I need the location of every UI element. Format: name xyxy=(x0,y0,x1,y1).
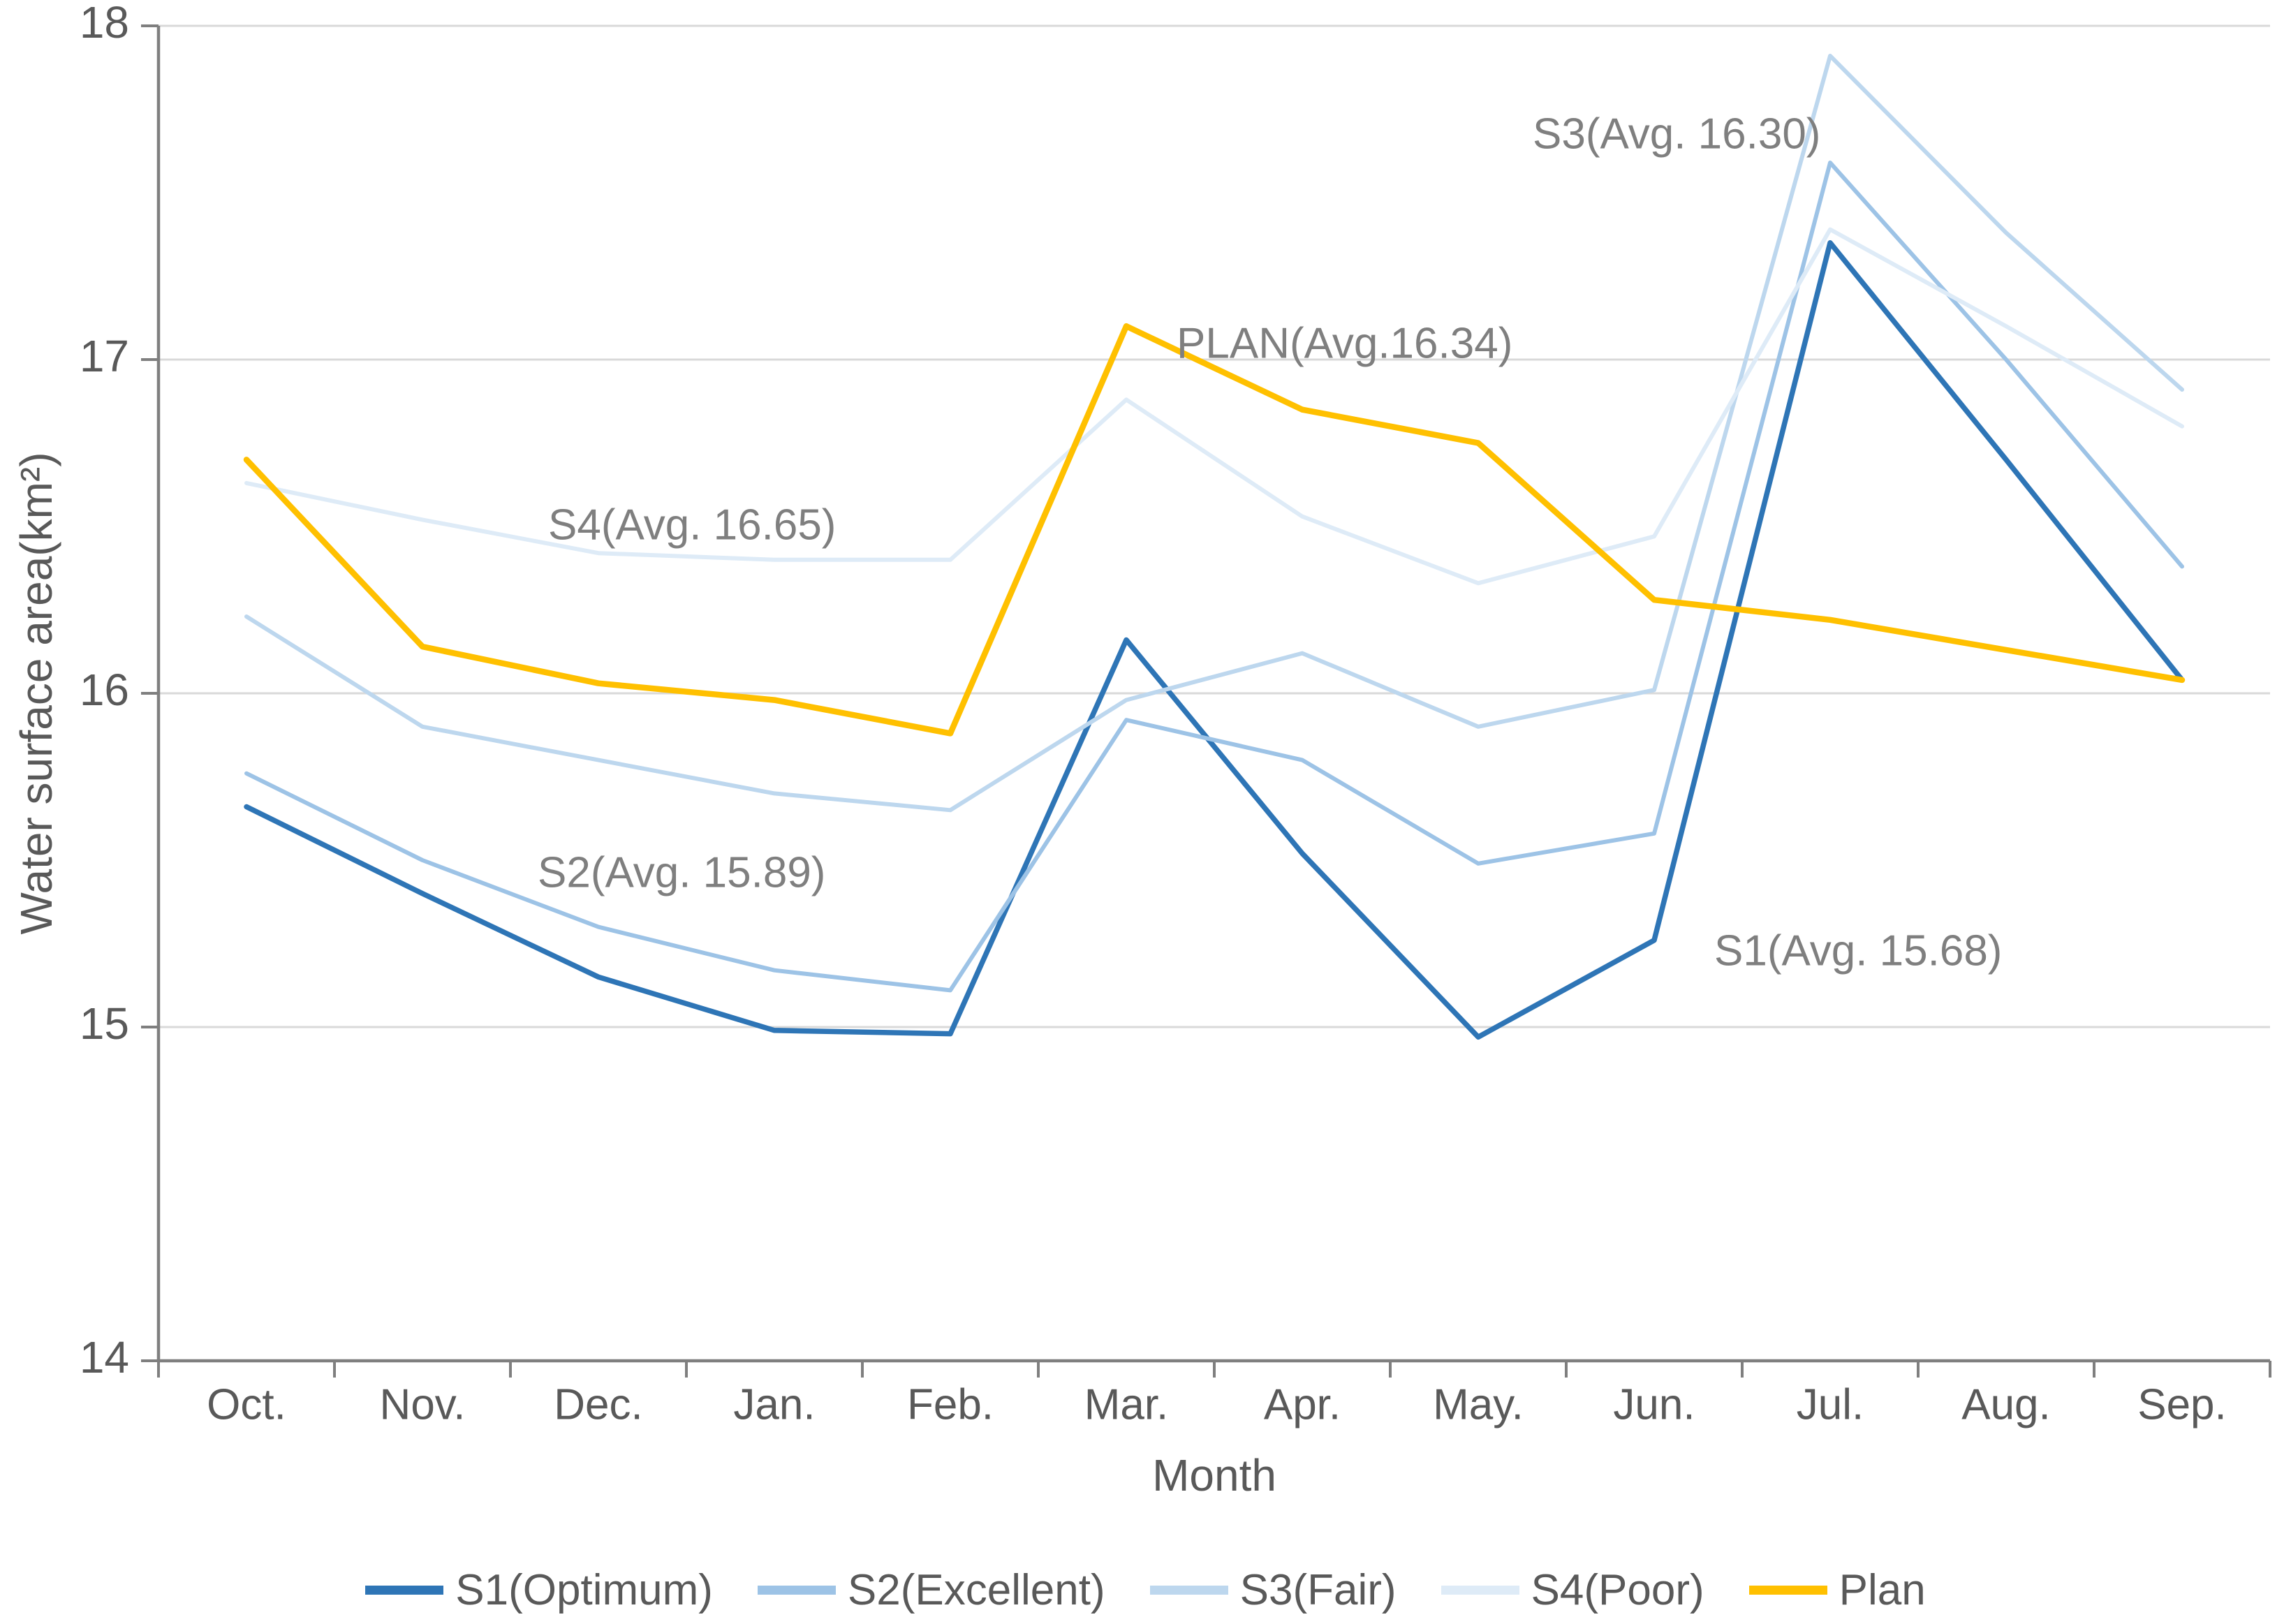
series-line-plan xyxy=(243,323,2186,737)
y-axis-title: Water surface area(km²) xyxy=(11,452,61,934)
legend-label-s2-excellent: S2(Excellent) xyxy=(847,1566,1105,1614)
data-series xyxy=(243,54,2186,1040)
series-line-s2-excellent xyxy=(244,161,2184,993)
legend-label-s4-poor: S4(Poor) xyxy=(1531,1566,1704,1614)
legend-item-s3-fair: S3(Fair) xyxy=(1149,1565,1397,1615)
annotation-pl-average: PLAN(Avg.16.34) xyxy=(1177,319,1513,368)
legend-label-s3-fair: S3(Fair) xyxy=(1239,1566,1397,1614)
x-tick-label-apr: Apr. xyxy=(1264,1380,1341,1429)
annotation-s1-average: S1(Avg. 15.68) xyxy=(1714,927,2003,975)
y-tick-label-16: 16 xyxy=(80,665,129,715)
legend-swatch-s4-poor xyxy=(1441,1586,1519,1595)
y-tick-label-17: 17 xyxy=(80,331,129,381)
legend-label-s1-optimum: S1(Optimum) xyxy=(455,1566,713,1614)
y-tick-label-14: 14 xyxy=(80,1332,129,1382)
axes xyxy=(141,24,2271,1378)
x-tick-label-dec: Dec. xyxy=(554,1380,642,1429)
x-tick-label-jan: Jan. xyxy=(733,1380,815,1429)
x-tick-label-oct: Oct. xyxy=(207,1380,286,1429)
axis-tick-labels: 14 15 16 17 18 Oct. Nov. Dec. Jan. Feb. Mar. Apr. Ma… xyxy=(80,0,2227,1429)
legend-item-s1-optimum: S1(Optimum) xyxy=(365,1565,713,1615)
legend-item-s4-poor: S4(Poor) xyxy=(1441,1565,1704,1615)
series-line-s3-fair xyxy=(244,54,2184,813)
gridlines xyxy=(159,24,2270,1028)
annotation-s2-average: S2(Avg. 15.89) xyxy=(538,848,826,897)
y-tick-label-15: 15 xyxy=(80,998,129,1049)
annotation-s4-average: S4(Avg. 16.65) xyxy=(548,501,837,549)
legend-swatch-plan xyxy=(1748,1586,1827,1595)
legend-swatch-s3-fair xyxy=(1149,1586,1228,1595)
x-tick-label-jul: Jul. xyxy=(1797,1380,1864,1429)
x-tick-label-aug: Aug. xyxy=(1961,1380,2051,1429)
legend-label-plan: Plan xyxy=(1839,1566,1926,1614)
x-tick-label-sep: Sep. xyxy=(2137,1380,2227,1429)
x-tick-label-nov: Nov. xyxy=(380,1380,466,1429)
x-axis-title: Month xyxy=(1152,1450,1276,1500)
legend-swatch-s2-excellent xyxy=(757,1586,836,1595)
annotation-s3-average: S3(Avg. 16.30) xyxy=(1533,110,1821,158)
series-line-s1-optimum xyxy=(244,239,2185,1040)
x-tick-label-jun: Jun. xyxy=(1613,1380,1695,1429)
series-line-s4-poor xyxy=(244,227,2184,586)
legend-swatch-s1-optimum xyxy=(365,1586,444,1595)
legend-item-s2-excellent: S2(Excellent) xyxy=(757,1565,1105,1615)
legend-item-plan: Plan xyxy=(1748,1565,1926,1615)
x-tick-label-may: May. xyxy=(1433,1380,1524,1429)
y-tick-label-18: 18 xyxy=(80,0,129,47)
x-tick-label-mar: Mar. xyxy=(1084,1380,1169,1429)
legend: S1(Optimum) S2(Excellent) S3(Fair) S4(Poor)… xyxy=(0,1565,2291,1615)
x-tick-label-feb: Feb. xyxy=(907,1380,994,1429)
